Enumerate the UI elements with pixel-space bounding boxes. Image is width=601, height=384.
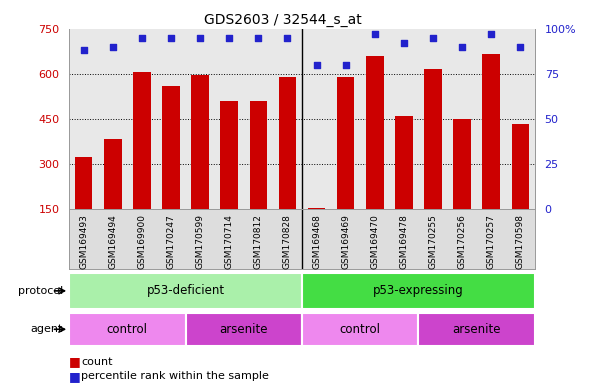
Point (108, 44, 118, 50)
Bar (337, 77, 355, 255)
Bar (191, 75, 209, 255)
Bar (162, 86, 180, 255)
Bar (483, 55, 500, 255)
Text: GSM170257: GSM170257 (487, 214, 496, 269)
Bar (69, 273, 302, 309)
Point (254, 35, 263, 41)
Text: ■: ■ (69, 370, 81, 383)
Bar (395, 116, 413, 255)
Text: p53-deficient: p53-deficient (147, 285, 225, 297)
Bar (302, 313, 418, 346)
Bar (453, 119, 471, 255)
Point (457, 44, 467, 50)
Text: control: control (107, 323, 148, 336)
Text: agent: agent (31, 324, 63, 334)
Text: GSM170256: GSM170256 (457, 214, 466, 269)
Text: GSM169493: GSM169493 (79, 214, 88, 269)
Bar (133, 73, 151, 255)
Text: GSM169494: GSM169494 (108, 214, 117, 269)
Bar (69, 313, 186, 346)
Text: GSM170828: GSM170828 (283, 214, 292, 269)
Bar (366, 56, 383, 255)
Bar (104, 139, 121, 255)
Text: GSM169470: GSM169470 (370, 214, 379, 269)
Bar (302, 273, 535, 309)
Point (195, 35, 205, 41)
Point (282, 35, 292, 41)
Text: arsenite: arsenite (219, 323, 268, 336)
Text: p53-expressing: p53-expressing (373, 285, 464, 297)
Point (516, 44, 525, 50)
Point (79, 47, 88, 53)
Point (370, 31, 380, 37)
Bar (221, 101, 238, 255)
Text: protocol: protocol (18, 286, 63, 296)
Point (137, 35, 147, 41)
Bar (75, 157, 93, 255)
Bar (308, 208, 325, 255)
Text: GSM170812: GSM170812 (254, 214, 263, 269)
Text: ■: ■ (69, 355, 81, 368)
Bar (249, 101, 267, 255)
Point (224, 35, 234, 41)
Text: percentile rank within the sample: percentile rank within the sample (81, 371, 269, 381)
Point (341, 62, 350, 68)
Point (399, 40, 409, 46)
Bar (186, 313, 302, 346)
Text: count: count (81, 357, 112, 367)
Point (166, 35, 176, 41)
Text: GSM170598: GSM170598 (516, 214, 525, 269)
Bar (418, 313, 535, 346)
Bar (279, 77, 296, 255)
Text: GSM170599: GSM170599 (195, 214, 204, 269)
Bar (511, 124, 529, 255)
Point (428, 35, 438, 41)
Text: GSM169478: GSM169478 (400, 214, 409, 269)
Text: arsenite: arsenite (453, 323, 501, 336)
Point (312, 62, 322, 68)
Text: GSM169468: GSM169468 (312, 214, 321, 269)
Text: GSM170247: GSM170247 (166, 214, 175, 269)
Point (486, 31, 496, 37)
Text: GSM170714: GSM170714 (225, 214, 234, 269)
Text: GSM169900: GSM169900 (138, 214, 147, 269)
Text: GSM169469: GSM169469 (341, 214, 350, 269)
Text: control: control (340, 323, 380, 336)
Text: GSM170255: GSM170255 (429, 214, 438, 269)
Text: GDS2603 / 32544_s_at: GDS2603 / 32544_s_at (204, 13, 361, 27)
Bar (424, 70, 442, 255)
